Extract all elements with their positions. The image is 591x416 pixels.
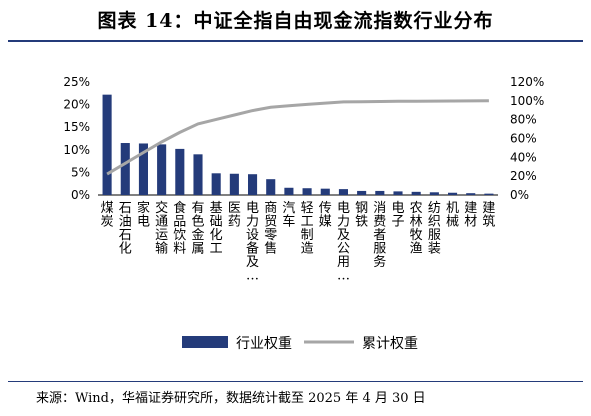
title-divider: [8, 40, 583, 42]
legend-bar-label: 行业权重: [236, 336, 292, 352]
category-label: 建筑: [482, 201, 495, 230]
left-tick-label: 0%: [71, 188, 90, 202]
right-tick-label: 80%: [510, 113, 537, 127]
category-label: 家电: [137, 200, 150, 230]
category-label: 电力及公用…: [337, 201, 350, 284]
bar-series: [102, 94, 494, 195]
bar: [357, 190, 367, 195]
left-tick-label: 25%: [63, 75, 90, 89]
bar: [211, 173, 221, 195]
category-label: 农林牧渔: [410, 201, 423, 257]
left-tick-label: 5%: [71, 165, 90, 179]
category-label: 基础化工: [210, 201, 223, 257]
category-label: 机械: [446, 201, 459, 230]
category-label: 建材: [464, 201, 477, 230]
bar: [448, 192, 458, 195]
legend-bar-swatch: [182, 336, 228, 348]
right-axis-ticks: 0% 20% 40% 60% 80% 100% 120%: [510, 75, 544, 202]
bar: [248, 174, 258, 195]
category-label: 食品饮料: [173, 200, 186, 257]
bar: [375, 190, 385, 195]
legend-line-label: 累计权重: [362, 336, 418, 352]
bar: [284, 187, 294, 195]
bar: [266, 179, 276, 195]
bar: [193, 154, 203, 195]
right-tick-label: 20%: [510, 169, 537, 183]
source-note: 来源：Wind，华福证券研究所，数据统计截至 2025 年 4 月 30 日: [36, 391, 426, 406]
category-label: 轻工制造: [301, 201, 314, 257]
category-label: 钢铁: [355, 201, 368, 230]
right-tick-label: 100%: [510, 94, 544, 108]
category-label: 传媒: [319, 201, 332, 230]
category-label: 纺织服装: [428, 201, 441, 257]
bar: [411, 191, 421, 195]
bar: [484, 193, 494, 195]
bar: [338, 189, 348, 195]
bar: [320, 188, 330, 195]
bar: [393, 191, 403, 195]
left-tick-label: 15%: [63, 120, 90, 134]
category-label: 电力设备及…: [246, 201, 259, 284]
category-label: 石油石化: [119, 201, 132, 257]
bar: [157, 144, 167, 195]
category-label: 消费者服务: [373, 201, 386, 270]
bar: [175, 148, 185, 195]
category-label: 医药: [228, 201, 241, 230]
category-label: 汽车: [282, 201, 295, 230]
bar: [302, 188, 312, 195]
bar: [429, 192, 439, 195]
category-label: 有色金属: [191, 201, 204, 257]
cumulative-line: [106, 99, 489, 176]
bar: [102, 94, 112, 195]
legend: 行业权重 累计权重: [182, 336, 418, 352]
right-tick-label: 40%: [510, 150, 537, 164]
right-tick-label: 60%: [510, 132, 537, 146]
category-label: 煤炭: [101, 201, 114, 230]
category-label: 交通运输: [155, 200, 168, 257]
category-label: 商贸零售: [264, 201, 277, 257]
left-tick-label: 10%: [63, 143, 90, 157]
left-tick-label: 20%: [63, 98, 90, 112]
bar: [466, 193, 476, 195]
bar: [138, 143, 148, 195]
right-tick-label: 0%: [510, 188, 529, 202]
chart-title: 图表 14：中证全指自由现金流指数行业分布: [97, 10, 494, 32]
bar: [229, 173, 239, 195]
right-tick-label: 120%: [510, 75, 544, 89]
bar-line-chart: 0%5%10%15%20%25% 0%20%40%60%80%100%120% …: [63, 75, 544, 352]
footer-divider: [8, 381, 583, 382]
bar: [120, 143, 130, 195]
category-label: 电子: [391, 201, 404, 230]
left-axis-ticks: 0% 5% 10% 15% 20% 25%: [63, 75, 90, 202]
